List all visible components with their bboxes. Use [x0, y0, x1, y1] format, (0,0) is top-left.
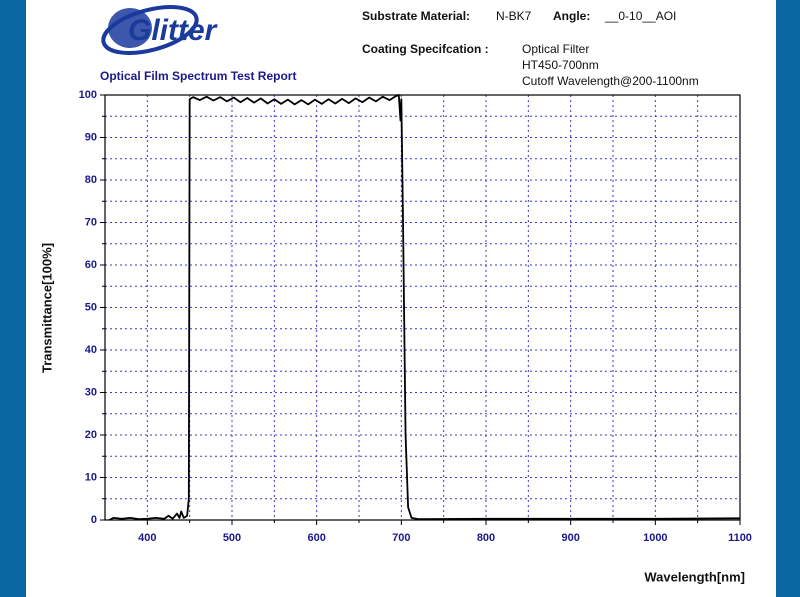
- y-tick-label: 40: [85, 344, 97, 356]
- y-tick-label: 100: [79, 89, 97, 101]
- y-tick-label: 80: [85, 174, 97, 186]
- y-tick-label: 0: [91, 514, 97, 526]
- logo: Glitter: [101, 5, 219, 55]
- coating-line: Optical Filter: [522, 42, 589, 56]
- y-tick-label: 70: [85, 216, 97, 228]
- substrate-label: Substrate Material:: [362, 9, 470, 23]
- x-tick-label: 600: [307, 532, 325, 544]
- angle-label: Angle:: [553, 9, 590, 23]
- sheet: [26, 0, 776, 597]
- x-tick-label: 700: [392, 532, 410, 544]
- y-tick-label: 20: [85, 429, 97, 441]
- x-tick-label: 1000: [643, 532, 667, 544]
- coating-line: Cutoff Wavelength@200-1100nm: [522, 74, 699, 88]
- x-tick-label: 1100: [728, 532, 752, 544]
- y-tick-label: 60: [85, 259, 97, 271]
- report-title: Optical Film Spectrum Test Report: [100, 69, 296, 83]
- y-tick-label: 50: [85, 301, 97, 313]
- y-axis-label: Transmittance[100%]: [39, 243, 54, 373]
- x-tick-label: 400: [138, 532, 156, 544]
- x-tick-label: 800: [477, 532, 495, 544]
- spectrum-line: [108, 94, 741, 521]
- substrate-value: N-BK7: [496, 9, 532, 23]
- y-tick-label: 90: [85, 131, 97, 143]
- coating-label: Coating Specifcation :: [362, 42, 489, 56]
- angle-value: __0-10__AOI: [604, 9, 676, 23]
- y-tick-label: 30: [85, 386, 97, 398]
- x-tick-label: 500: [223, 532, 241, 544]
- coating-line: HT450-700nm: [522, 58, 599, 72]
- y-tick-label: 10: [85, 471, 97, 483]
- x-axis-label: Wavelength[nm]: [644, 569, 745, 584]
- x-tick-label: 900: [561, 532, 579, 544]
- logo-text: Glitter: [128, 14, 219, 47]
